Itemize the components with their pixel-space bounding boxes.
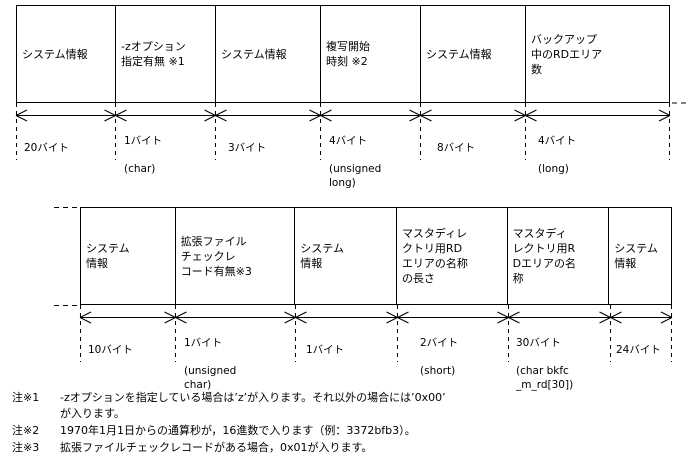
footnote-1-tag: 注※1 xyxy=(12,391,40,404)
row1-continuation-dashes xyxy=(672,102,688,104)
row1-dimension-band xyxy=(15,103,671,160)
footnote-2-text: 1970年1月1日からの通算秒が，16進数で入ります（例：3372bfb3）。 xyxy=(60,424,416,437)
footnote-2: 注※2 1970年1月1日からの通算秒が，16進数で入ります（例：3372bfb… xyxy=(12,423,682,439)
row1-cell-5-label: システム情報 xyxy=(426,47,492,61)
row2-size-2-type: (unsigned char) xyxy=(184,365,237,391)
structure-row-1: システム情報 -zオプション 指定有無 ※1 システム情報 複写開始 時刻 ※2… xyxy=(16,5,670,103)
row1-size-2: 1バイト (char) xyxy=(124,120,216,176)
row2-size-4: 2バイト (short) xyxy=(420,322,510,378)
row2-size-1-bytes: 10バイト xyxy=(88,344,133,356)
row1-cell-6: バックアップ 中のRDエリア 数 xyxy=(526,6,669,102)
row1-size-3: 3バイト xyxy=(228,127,320,155)
row1-size-4: 4バイト (unsigned long) xyxy=(329,120,421,190)
row1-size-2-type: (char) xyxy=(124,163,156,175)
row2-cell-3-label: システム 情報 xyxy=(300,242,344,270)
row1-cell-3: システム情報 xyxy=(216,6,321,102)
footnote-1-text: -zオプションを指定している場合は’z’が入ります。それ以外の場合には’0x00… xyxy=(60,391,446,420)
row2-cell-6-label: システム 情報 xyxy=(614,242,658,270)
footnotes: 注※1 -zオプションを指定している場合は’z’が入ります。それ以外の場合には’… xyxy=(12,390,682,456)
footnote-2-tag: 注※2 xyxy=(12,424,40,437)
row2-size-2-bytes: 1バイト xyxy=(184,337,223,349)
row1-cell-6-label: バックアップ 中のRDエリア 数 xyxy=(531,32,603,76)
row1-size-4-type: (unsigned long) xyxy=(329,163,382,189)
row2-size-6-bytes: 24バイト xyxy=(616,344,661,356)
row2-cell-1: システム 情報 xyxy=(81,208,176,304)
row2-dimension-band xyxy=(79,305,673,362)
row1-size-3-bytes: 3バイト xyxy=(228,142,267,154)
row1-cell-2: -zオプション 指定有無 ※1 xyxy=(116,6,216,102)
row1-size-1-bytes: 20バイト xyxy=(24,142,69,154)
row2-size-5-bytes: 30バイト xyxy=(516,337,561,349)
row2-continuation-dashes xyxy=(54,207,80,306)
row2-size-4-type: (short) xyxy=(420,365,456,377)
row2-cell-2: 拡張ファイル チェックレ コード有無※3 xyxy=(176,208,296,304)
row1-cell-1: システム情報 xyxy=(17,6,116,102)
row2-size-3-bytes: 1バイト xyxy=(306,344,345,356)
row1-size-1: 20バイト xyxy=(24,127,114,155)
row2-size-1: 10バイト xyxy=(88,329,176,357)
row2-cell-5: マスタディ レクトリ用R Dエリアの名 称 xyxy=(508,208,610,304)
row2-size-3: 1バイト xyxy=(306,329,396,357)
footnote-1: 注※1 -zオプションを指定している場合は’z’が入ります。それ以外の場合には’… xyxy=(12,390,682,422)
row1-cell-1-label: システム情報 xyxy=(22,47,88,61)
row1-cell-2-label: -zオプション 指定有無 ※1 xyxy=(121,40,186,68)
row2-size-2: 1バイト (unsigned char) xyxy=(184,322,296,392)
row2-cell-6: システム 情報 xyxy=(609,208,671,304)
footnote-3-tag: 注※3 xyxy=(12,441,40,454)
row2-cell-5-label: マスタディ レクトリ用R Dエリアの名 称 xyxy=(512,227,577,285)
structure-row-2: システム 情報 拡張ファイル チェックレ コード有無※3 システム 情報 マスタ… xyxy=(80,207,672,305)
footnote-3: 注※3 拡張ファイルチェックレコードがある場合，0x01が入ります。 xyxy=(12,440,682,456)
row1-size-4-bytes: 4バイト xyxy=(329,135,368,147)
row1-size-6: 4バイト (long) xyxy=(538,120,648,176)
row1-cell-3-label: システム情報 xyxy=(221,47,287,61)
row2-cell-3: システム 情報 xyxy=(295,208,397,304)
row2-cell-4: マスタディレ クトリ用RD エリアの名称 の長さ xyxy=(397,208,508,304)
row1-size-6-type: (long) xyxy=(538,163,569,175)
row2-size-5-type: (char bkfc _m_rd[30]) xyxy=(516,365,574,391)
row1-size-5: 8バイト xyxy=(437,127,529,155)
row2-size-5: 30バイト (char bkfc _m_rd[30]) xyxy=(516,322,616,392)
row2-cell-1-label: システム 情報 xyxy=(86,242,130,270)
row1-cell-4-label: 複写開始 時刻 ※2 xyxy=(326,40,370,68)
row1-cell-5: システム情報 xyxy=(421,6,526,102)
footnote-3-text: 拡張ファイルチェックレコードがある場合，0x01が入ります。 xyxy=(60,441,373,454)
row2-size-4-bytes: 2バイト xyxy=(420,337,459,349)
row1-size-2-bytes: 1バイト xyxy=(124,135,163,147)
row2-cell-2-label: 拡張ファイル チェックレ コード有無※3 xyxy=(180,234,252,278)
row2-size-6: 24バイト xyxy=(616,329,686,357)
row1-size-5-bytes: 8バイト xyxy=(437,142,476,154)
row1-size-6-bytes: 4バイト xyxy=(538,135,577,147)
row1-cell-4: 複写開始 時刻 ※2 xyxy=(321,6,421,102)
row2-cell-4-label: マスタディレ クトリ用RD エリアの名称 の長さ xyxy=(401,227,468,285)
